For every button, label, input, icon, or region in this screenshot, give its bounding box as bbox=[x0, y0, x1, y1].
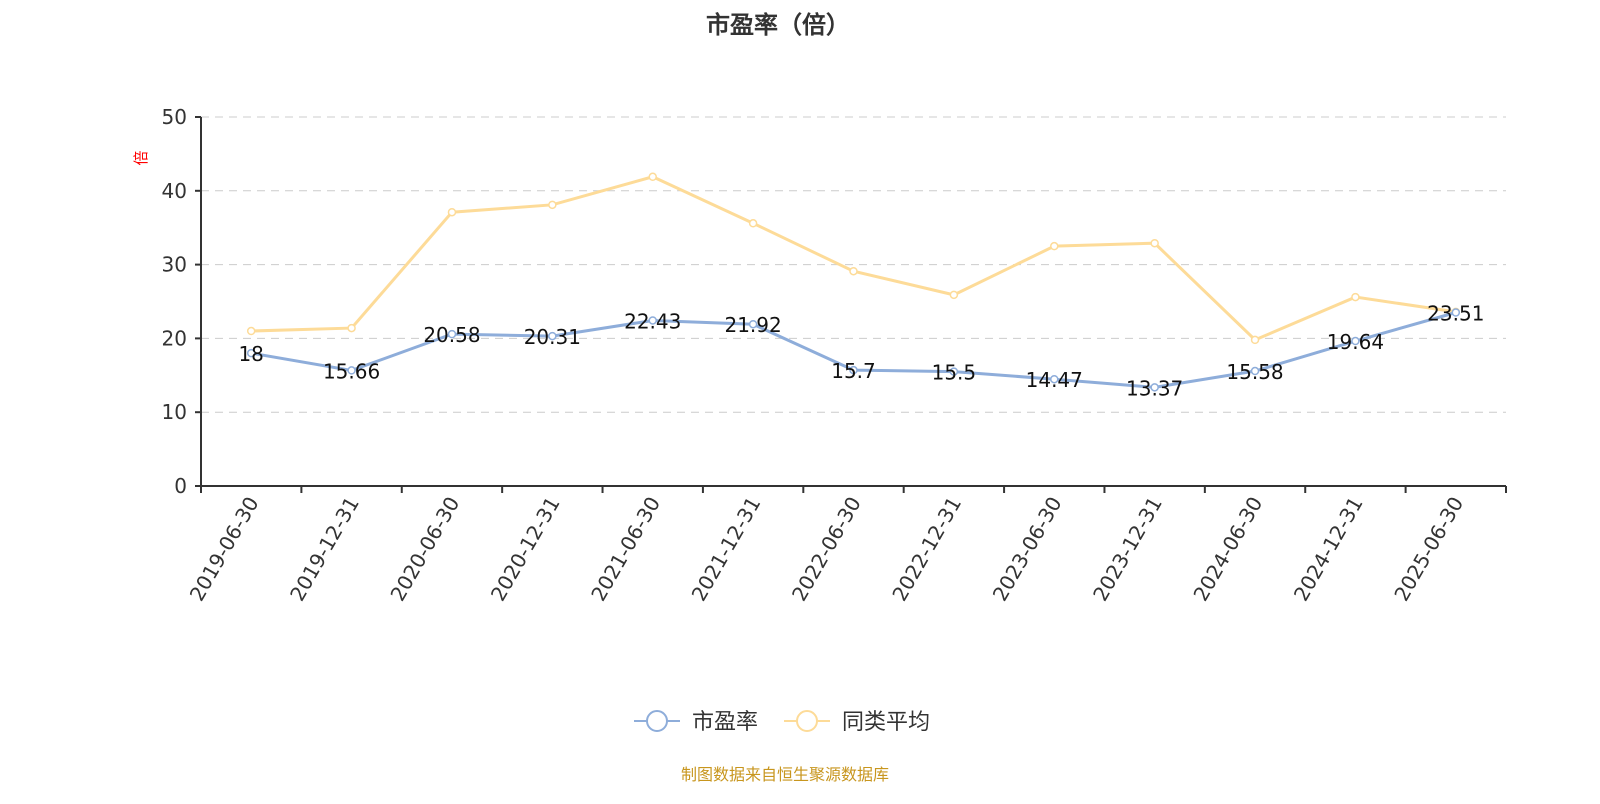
data-label: 19.64 bbox=[1327, 330, 1384, 354]
data-point[interactable] bbox=[347, 366, 356, 375]
data-point[interactable] bbox=[246, 348, 256, 358]
legend-circle-icon bbox=[646, 710, 668, 732]
x-tick-label: 2023-06-30 bbox=[988, 493, 1067, 606]
x-tick-label: 2024-12-31 bbox=[1289, 493, 1368, 606]
data-point[interactable] bbox=[849, 266, 858, 276]
data-label: 20.31 bbox=[524, 325, 581, 349]
data-point[interactable] bbox=[1351, 336, 1360, 346]
legend-item[interactable]: 市盈率 bbox=[634, 710, 758, 735]
data-label: 15.66 bbox=[323, 359, 380, 383]
data-point[interactable] bbox=[1150, 383, 1159, 392]
data-point[interactable] bbox=[1050, 241, 1059, 251]
data-point[interactable] bbox=[949, 367, 959, 376]
data-point[interactable] bbox=[246, 326, 256, 336]
y-axis-label: 倍 bbox=[132, 150, 150, 165]
data-point[interactable] bbox=[748, 319, 758, 329]
series-line bbox=[251, 175, 1457, 342]
legend-label: 同类平均 bbox=[842, 710, 930, 735]
x-tick-label: 2021-12-31 bbox=[687, 493, 766, 606]
y-tick-label: 50 bbox=[162, 105, 187, 129]
x-tick-label: 2020-06-30 bbox=[385, 493, 464, 606]
data-label: 15.58 bbox=[1226, 360, 1283, 384]
data-label: 13.37 bbox=[1126, 376, 1183, 400]
data-label: 15.5 bbox=[932, 361, 977, 385]
x-tick-label: 2020-12-31 bbox=[486, 493, 565, 606]
data-point[interactable] bbox=[949, 290, 959, 300]
data-point[interactable] bbox=[447, 207, 457, 217]
x-tick-label: 2019-06-30 bbox=[185, 493, 264, 606]
data-point[interactable] bbox=[548, 331, 557, 341]
x-tick-label: 2019-12-31 bbox=[285, 493, 364, 606]
data-point[interactable] bbox=[1050, 374, 1059, 384]
x-tick-label: 2023-12-31 bbox=[1088, 493, 1167, 606]
data-point[interactable] bbox=[748, 219, 758, 228]
data-point[interactable] bbox=[347, 323, 356, 333]
y-tick-label: 20 bbox=[162, 326, 187, 350]
data-point[interactable] bbox=[1150, 238, 1159, 248]
data-label: 20.58 bbox=[423, 323, 480, 347]
data-point[interactable] bbox=[1351, 292, 1360, 302]
legend-item[interactable]: 同类平均 bbox=[784, 710, 930, 735]
data-point[interactable] bbox=[1451, 308, 1461, 317]
data-label: 14.47 bbox=[1026, 368, 1083, 392]
data-label: 18 bbox=[238, 342, 263, 366]
data-point[interactable] bbox=[648, 172, 657, 182]
data-point[interactable] bbox=[849, 365, 858, 375]
data-point[interactable] bbox=[648, 316, 657, 325]
data-point[interactable] bbox=[1250, 366, 1260, 376]
data-label: 15.7 bbox=[831, 359, 876, 383]
footer-source: 制图数据来自恒生聚源数据库 bbox=[681, 765, 889, 784]
data-point[interactable] bbox=[548, 200, 557, 210]
x-tick-label: 2024-06-30 bbox=[1188, 493, 1267, 606]
x-tick-label: 2025-06-30 bbox=[1389, 493, 1468, 606]
x-tick-label: 2022-12-31 bbox=[887, 493, 966, 606]
legend-label: 市盈率 bbox=[692, 710, 758, 735]
x-tick-label: 2021-06-30 bbox=[586, 493, 665, 606]
x-tick-label: 2022-06-30 bbox=[787, 493, 866, 606]
y-tick-label: 10 bbox=[162, 400, 187, 424]
data-label: 21.92 bbox=[724, 313, 781, 337]
legend-circle-icon bbox=[796, 710, 818, 732]
data-point[interactable] bbox=[1250, 335, 1260, 345]
data-label: 23.51 bbox=[1427, 301, 1484, 325]
y-tick-label: 40 bbox=[162, 179, 187, 203]
y-tick-label: 30 bbox=[162, 253, 187, 277]
chart-title: 市盈率（倍） bbox=[706, 11, 850, 39]
data-label: 22.43 bbox=[624, 309, 681, 333]
data-point[interactable] bbox=[447, 329, 457, 339]
y-tick-label: 0 bbox=[174, 474, 187, 498]
